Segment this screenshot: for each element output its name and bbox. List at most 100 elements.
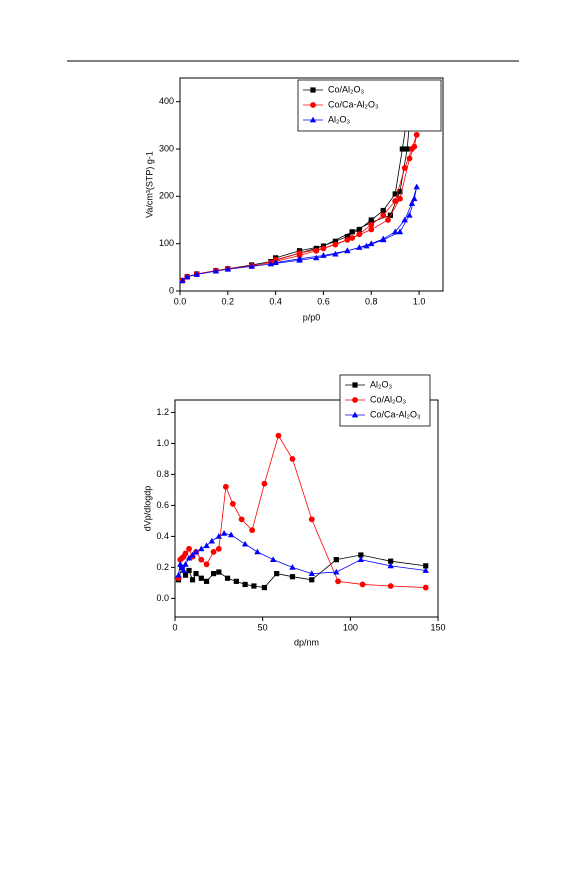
marker <box>401 216 408 223</box>
marker <box>275 432 282 439</box>
marker <box>309 116 317 123</box>
marker <box>192 548 200 555</box>
marker <box>233 578 239 584</box>
marker <box>210 571 217 577</box>
marker <box>396 228 404 235</box>
marker <box>254 548 261 555</box>
marker <box>320 252 327 258</box>
x-axis-label: dp/nm <box>294 637 319 647</box>
x-tick-label: 0.4 <box>269 296 282 306</box>
marker <box>222 483 229 490</box>
marker <box>175 571 182 578</box>
y-tick-label: 100 <box>159 238 174 248</box>
marker <box>229 500 236 507</box>
marker <box>335 578 341 585</box>
marker <box>411 143 418 150</box>
marker <box>356 231 363 238</box>
marker <box>308 516 315 523</box>
marker <box>387 583 394 589</box>
marker <box>224 265 232 272</box>
marker <box>380 236 387 243</box>
marker <box>248 263 255 269</box>
marker <box>212 267 220 274</box>
marker <box>380 212 387 219</box>
marker <box>368 221 375 228</box>
marker <box>186 545 192 552</box>
marker <box>333 568 340 575</box>
plot-frame <box>174 399 439 618</box>
marker <box>408 200 416 206</box>
legend-label: Co/Al₂O₃ <box>328 84 365 94</box>
x-tick-label: 100 <box>343 622 358 632</box>
marker <box>333 557 339 563</box>
marker <box>182 561 189 567</box>
x-tick-label: 0 <box>172 622 177 632</box>
y-tick-label: 0.0 <box>156 593 169 603</box>
y-tick-label: 0.8 <box>156 469 169 479</box>
marker <box>423 563 429 569</box>
marker <box>357 556 365 563</box>
marker <box>185 554 193 561</box>
marker <box>269 556 277 563</box>
marker <box>352 397 358 403</box>
marker <box>406 155 413 162</box>
y-tick-label: 0.2 <box>156 562 169 572</box>
marker <box>406 211 413 218</box>
x-tick-label: 150 <box>430 622 445 632</box>
marker <box>189 577 196 583</box>
x-tick-label: 0.8 <box>365 296 378 306</box>
series-line <box>178 554 426 588</box>
marker <box>392 191 398 197</box>
marker <box>241 540 249 547</box>
marker <box>215 545 222 552</box>
marker <box>216 569 222 575</box>
y-axis-label: Va/cm³(STP) g-1 <box>144 151 154 218</box>
plot-frame <box>179 77 444 292</box>
marker <box>179 277 186 283</box>
y-tick-label: 1.0 <box>156 438 169 448</box>
marker <box>210 549 217 555</box>
y-tick-label: 0.6 <box>156 500 169 510</box>
marker <box>387 562 394 569</box>
marker <box>413 183 420 190</box>
marker <box>351 411 359 418</box>
marker <box>344 236 351 243</box>
marker <box>356 226 362 233</box>
marker <box>289 564 296 570</box>
y-tick-label: 300 <box>159 143 174 153</box>
marker <box>344 233 350 240</box>
series-line <box>178 434 426 588</box>
x-tick-label: 0.0 <box>174 296 187 306</box>
y-tick-label: 400 <box>159 96 174 106</box>
legend-label: Co/Ca-Al₂O₃ <box>370 409 421 419</box>
marker <box>399 146 405 152</box>
marker <box>352 382 358 388</box>
y-tick-label: 1.2 <box>156 407 169 417</box>
series-line <box>182 186 418 281</box>
marker <box>413 131 420 138</box>
marker <box>385 217 391 223</box>
marker <box>186 567 192 574</box>
legend-label: Co/Al₂O₃ <box>370 394 407 404</box>
y-tick-label: 200 <box>159 191 174 201</box>
marker <box>358 552 364 558</box>
x-tick-label: 1.0 <box>413 296 426 306</box>
marker <box>238 516 245 523</box>
marker <box>310 87 316 93</box>
marker <box>198 545 205 552</box>
marker <box>261 480 268 487</box>
marker <box>203 561 210 568</box>
marker <box>193 271 200 277</box>
marker <box>203 542 210 549</box>
marker <box>180 567 187 573</box>
legend-label: Al₂O₃ <box>370 379 392 389</box>
marker <box>289 456 296 462</box>
marker <box>359 581 366 588</box>
x-tick-label: 0.6 <box>317 296 330 306</box>
marker <box>203 578 210 584</box>
marker <box>261 584 268 591</box>
marker <box>215 533 223 539</box>
marker <box>349 235 356 241</box>
marker <box>363 242 370 249</box>
